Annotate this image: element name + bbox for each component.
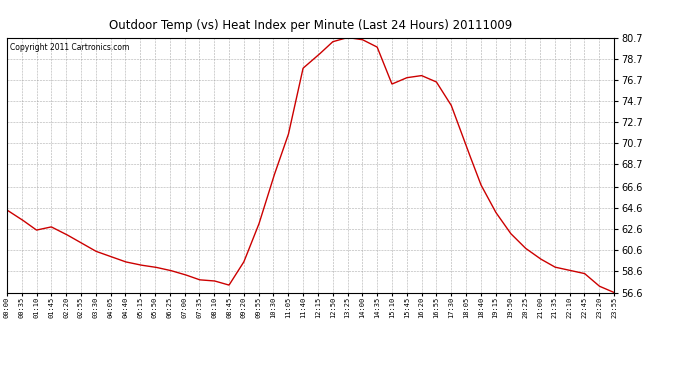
- Text: Copyright 2011 Cartronics.com: Copyright 2011 Cartronics.com: [10, 43, 129, 52]
- Text: Outdoor Temp (vs) Heat Index per Minute (Last 24 Hours) 20111009: Outdoor Temp (vs) Heat Index per Minute …: [109, 19, 512, 32]
